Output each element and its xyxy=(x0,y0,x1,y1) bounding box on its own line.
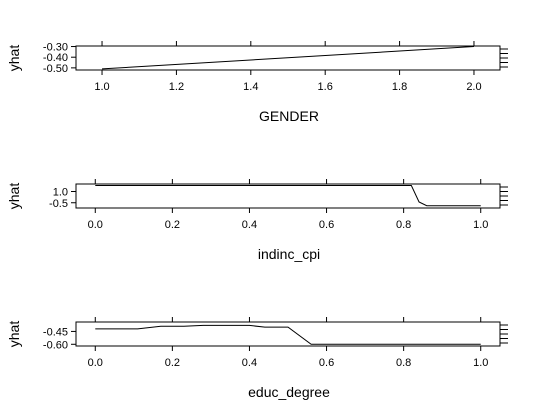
tick-marks: 1.0 1.2 1.4 1.6 1.8 2.0 -0.30-0.40-0.50 xyxy=(43,41,508,93)
x-axis-title: GENDER xyxy=(259,108,319,124)
x-tick-label: 0.2 xyxy=(165,357,180,369)
x-tick-label: 1.0 xyxy=(473,219,488,231)
y-tick-label: -0.40 xyxy=(43,52,68,64)
y-tick-label: -0.30 xyxy=(43,42,68,54)
x-tick-label: 0.0 xyxy=(88,357,103,369)
y-axis-title: yhat xyxy=(6,321,22,348)
x-tick-label: 1.6 xyxy=(318,81,333,93)
x-tick-label: 1.4 xyxy=(243,81,258,93)
x-tick-label: 0.4 xyxy=(242,357,257,369)
pdp-line xyxy=(95,185,481,207)
x-axis-title: indinc_cpi xyxy=(258,246,320,262)
plot-frame xyxy=(75,183,501,209)
x-tick-label: 0.4 xyxy=(242,219,257,231)
x-tick-label: 1.0 xyxy=(473,357,488,369)
y-tick-label: -0.45 xyxy=(43,326,68,338)
x-tick-label: 1.8 xyxy=(392,81,407,93)
x-tick-label: 2.0 xyxy=(466,81,481,93)
x-tick-label: 0.8 xyxy=(396,357,411,369)
pdp-line xyxy=(95,324,481,345)
panel-gender: 1.0 1.2 1.4 1.6 1.8 2.0 -0.30-0.40-0.50 yhat G… xyxy=(6,41,508,124)
plot-frame xyxy=(75,321,501,347)
x-tick-label: 1.2 xyxy=(169,81,184,93)
x-tick-label: 0.0 xyxy=(88,219,103,231)
tick-marks: 0.0 0.2 0.4 0.6 0.8 1.0 -0.45-0.60 xyxy=(43,317,508,369)
y-tick-label: 1.0 xyxy=(53,187,68,199)
pdp-line xyxy=(102,46,474,70)
tick-marks: 0.0 0.2 0.4 0.6 0.8 1.01.0-0.5 xyxy=(49,179,508,231)
x-tick-label: 0.2 xyxy=(165,219,180,231)
x-tick-label: 0.6 xyxy=(319,357,334,369)
x-tick-label: 0.8 xyxy=(396,219,411,231)
y-tick-label: -0.60 xyxy=(43,339,68,351)
y-axis-title: yhat xyxy=(6,45,22,72)
y-axis-title: yhat xyxy=(6,183,22,210)
x-tick-label: 1.0 xyxy=(94,81,109,93)
x-axis-title: educ_degree xyxy=(248,384,330,400)
y-tick-label: -0.5 xyxy=(49,198,68,210)
y-tick-label: -0.50 xyxy=(43,63,68,75)
panel-educ-degree: 0.0 0.2 0.4 0.6 0.8 1.0 -0.45-0.60 yhat educ_d… xyxy=(6,317,508,400)
x-tick-label: 0.6 xyxy=(319,219,334,231)
panel-indinc-cpi: 0.0 0.2 0.4 0.6 0.8 1.01.0-0.5 yhat indinc_cp… xyxy=(6,179,508,262)
